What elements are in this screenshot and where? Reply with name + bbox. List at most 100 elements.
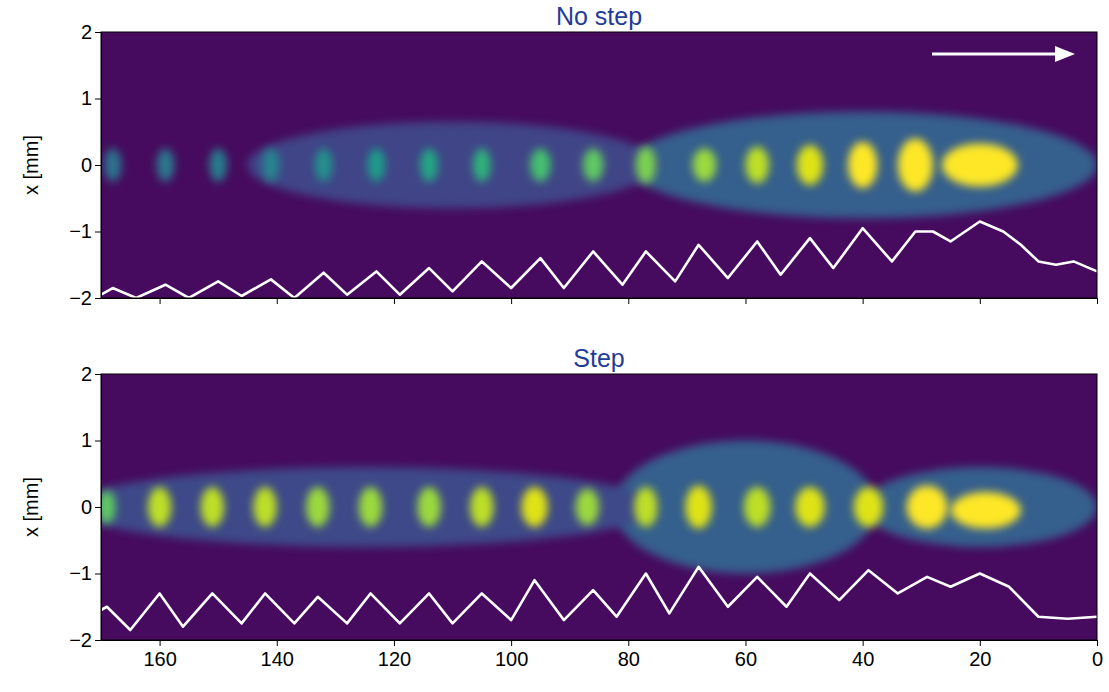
x-tick-mark <box>863 298 864 304</box>
x-tick <box>1097 298 1098 304</box>
x-tick <box>628 298 629 304</box>
y-tick: 0 <box>81 154 101 176</box>
x-tick-mark <box>1097 298 1098 304</box>
x-tick-label: 60 <box>735 648 757 670</box>
intensity-spot <box>848 142 877 189</box>
x-tick-mark <box>745 640 746 646</box>
x-tick-mark <box>511 640 512 646</box>
intensity-spot <box>359 487 382 527</box>
intensity-spot <box>576 489 599 526</box>
x-tick <box>863 298 864 304</box>
x-axis <box>102 298 1098 304</box>
intensity-spot <box>628 112 1097 218</box>
intensity-spot <box>104 148 122 181</box>
intensity-spot <box>157 148 175 181</box>
x-tick-label: 140 <box>261 648 294 670</box>
x-axis: 160140120100806040200 <box>102 640 1104 670</box>
x-tick-label: 160 <box>143 648 176 670</box>
intensity-spot <box>636 147 657 184</box>
panel: −2−1012x [mm]No step <box>20 2 1098 309</box>
y-tick: −2 <box>69 629 101 651</box>
profile-line <box>101 567 1097 630</box>
x-tick-mark <box>980 298 981 304</box>
x-tick: 60 <box>735 640 757 670</box>
x-tick: 140 <box>261 640 294 670</box>
y-tick-label: −2 <box>69 629 92 651</box>
x-tick-mark <box>160 298 161 304</box>
y-tick-mark <box>95 574 101 575</box>
x-axis-line <box>102 298 1098 299</box>
plot-frame <box>101 32 1097 298</box>
y-tick-label: 2 <box>81 363 92 385</box>
intensity-spot <box>315 148 333 181</box>
profile-line <box>101 222 1097 298</box>
intensity-spot <box>907 485 948 528</box>
x-tick-mark <box>160 640 161 646</box>
intensity-spot <box>745 147 768 184</box>
x-tick: 160 <box>143 640 176 670</box>
y-axis-title: x [mm] <box>20 135 42 195</box>
y-axis-line <box>101 33 102 299</box>
x-tick-mark <box>511 298 512 304</box>
x-tick: 80 <box>618 640 640 670</box>
y-axis: −2 −1 0 1 2 <box>69 363 101 651</box>
intensity-spot <box>417 487 440 527</box>
x-tick: 40 <box>852 640 874 670</box>
x-tick-mark <box>1097 640 1098 646</box>
x-tick-mark <box>863 640 864 646</box>
y-tick-label: 0 <box>81 154 92 176</box>
y-tick-mark <box>95 232 101 233</box>
intensity-spot <box>473 148 491 181</box>
x-tick: 0 <box>1092 640 1103 670</box>
intensity-spot <box>951 492 1021 529</box>
x-tick <box>160 298 161 304</box>
y-tick-label: 1 <box>81 87 92 109</box>
x-tick <box>745 298 746 304</box>
x-axis-line <box>102 640 1098 641</box>
x-tick: 20 <box>969 640 991 670</box>
y-tick-mark <box>95 374 101 375</box>
y-tick-label: 1 <box>81 429 92 451</box>
intensity-spot <box>262 148 280 181</box>
intensity-spot <box>942 143 1018 186</box>
x-tick-mark <box>745 298 746 304</box>
intensity-spot <box>797 145 823 185</box>
intensity-spot <box>247 122 657 208</box>
y-tick-mark <box>95 32 101 33</box>
x-tick-mark <box>277 298 278 304</box>
y-axis: −2−1012 <box>69 21 101 309</box>
intensity-spot <box>201 487 224 527</box>
intensity-spot <box>148 487 171 527</box>
panel-title: Step <box>573 344 624 372</box>
y-tick: −1 <box>69 562 101 584</box>
x-tick: 120 <box>378 640 411 670</box>
intensity-spot <box>101 490 116 523</box>
plot-frame <box>101 374 1097 640</box>
y-tick-label: −1 <box>69 562 92 584</box>
x-tick-mark <box>394 640 395 646</box>
intensity-spot <box>583 148 604 181</box>
x-tick-label: 0 <box>1092 648 1103 670</box>
y-tick: 1 <box>81 87 101 109</box>
intensity-spot <box>521 487 547 527</box>
intensity-spot <box>685 485 711 528</box>
intensity-spot <box>253 487 276 527</box>
x-tick-mark <box>628 298 629 304</box>
y-tick: −2 <box>69 287 101 309</box>
y-tick-mark <box>95 165 101 166</box>
y-tick: 0 <box>81 496 101 518</box>
intensity-spot <box>101 467 658 547</box>
x-tick-label: 20 <box>969 648 991 670</box>
direction-arrow <box>932 53 1059 56</box>
x-tick-mark <box>277 640 278 646</box>
x-tick-mark <box>628 640 629 646</box>
y-tick-mark <box>95 640 101 641</box>
y-tick-mark <box>95 298 101 299</box>
intensity-spot <box>614 441 878 574</box>
intensity-spot <box>693 148 716 181</box>
figure: −2−1012x [mm]No step16014012010080604020… <box>0 0 1109 692</box>
intensity-spot <box>854 487 883 527</box>
intensity-spot <box>634 487 657 527</box>
plot-area <box>101 32 1097 298</box>
x-tick-label: 120 <box>378 648 411 670</box>
